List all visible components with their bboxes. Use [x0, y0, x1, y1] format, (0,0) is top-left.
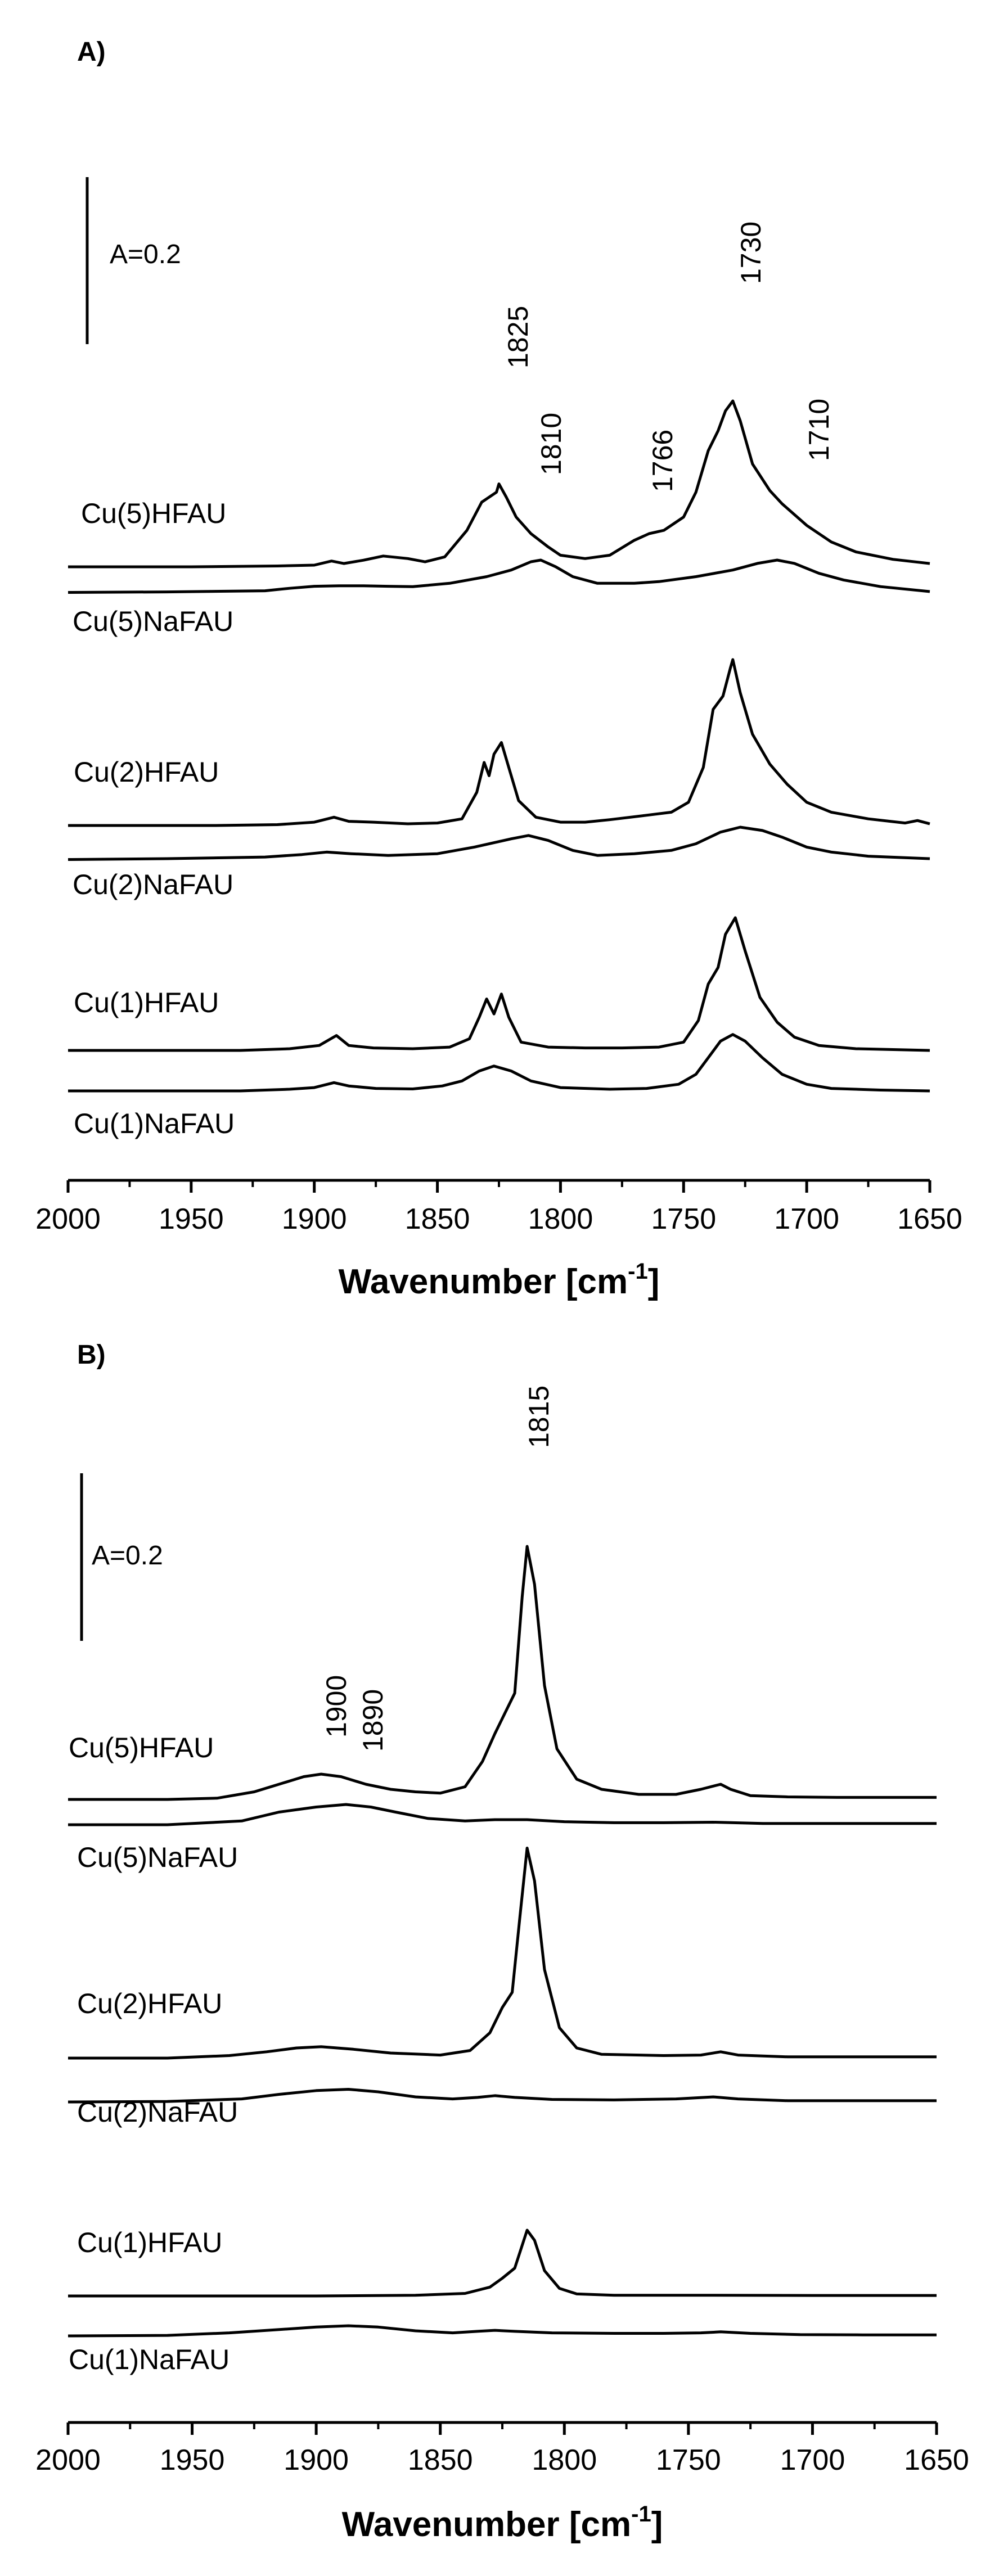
panel-a-curves: [68, 399, 930, 1093]
series-label-cu5-nafau-b: Cu(5)NaFAU: [77, 1842, 238, 1873]
x-tick-label-2000: 2000: [35, 2444, 101, 2476]
x-tick-label-1900: 1900: [284, 2444, 349, 2476]
x-tick-label-1700: 1700: [774, 1203, 839, 1235]
panel-a-x-ticks: 2000 1950 1900 1850 1800 1750 1700 1650: [35, 1180, 962, 1235]
series-label-cu5-hfau-b: Cu(5)HFAU: [69, 1732, 214, 1763]
x-tick-label-1800: 1800: [532, 2444, 597, 2476]
x-tick-label-1950: 1950: [160, 2444, 225, 2476]
panel-a-x-axis-title-sup: -1: [628, 1259, 648, 1284]
panel-a-x-axis-title-main: Wavenumber [cm: [339, 1262, 628, 1301]
panel-b-x-axis-title-main: Wavenumber [cm: [342, 2505, 632, 2544]
x-tick-label-1850: 1850: [405, 1203, 470, 1235]
x-tick-label-1750: 1750: [656, 2444, 721, 2476]
peak-annotation-1815-b: 1815: [523, 1386, 555, 1448]
panel-b-x-ticks: 2000 1950 1900 1850 1800 1750 1700 1650: [35, 2422, 969, 2476]
spectrum-line-cu2nafau-a: [68, 825, 930, 861]
peak-annotation-1810-a: 1810: [536, 413, 567, 475]
series-label-cu2-hfau-a: Cu(2)HFAU: [74, 756, 219, 788]
x-tick-label-1800: 1800: [528, 1203, 593, 1235]
peak-annotation-1890-b: 1890: [357, 1689, 389, 1752]
series-label-cu5-hfau-a: Cu(5)HFAU: [81, 498, 226, 529]
peak-annotation-1766-a: 1766: [647, 430, 678, 492]
series-label-cu1-nafau-a: Cu(1)NaFAU: [74, 1108, 235, 1139]
series-label-cu2-hfau-b: Cu(2)HFAU: [77, 1988, 222, 2019]
peak-annotation-1825-a: 1825: [502, 306, 534, 368]
x-tick-label-1900: 1900: [282, 1203, 347, 1235]
peak-annotation-1900-b: 1900: [321, 1675, 352, 1738]
panel-a-scale-bar-label: A=0.2: [110, 240, 181, 269]
spectrum-line-cu1hfau-a: [68, 916, 930, 1052]
panel-b-scale-bar-label: A=0.2: [92, 1541, 163, 1571]
x-tick-label-1850: 1850: [408, 2444, 473, 2476]
series-label-cu2-nafau-b: Cu(2)NaFAU: [77, 2096, 238, 2128]
series-label-cu1-nafau-b: Cu(1)NaFAU: [69, 2344, 230, 2375]
spectrum-line-cu5nafau-b: [68, 1803, 937, 1826]
x-tick-label-1700: 1700: [780, 2444, 845, 2476]
panel-b-x-axis-title: Wavenumber [cm-1]: [342, 2502, 663, 2544]
series-label-cu1-hfau-b: Cu(1)HFAU: [77, 2227, 222, 2258]
panel-b-x-axis-title-sup: -1: [631, 2502, 651, 2527]
x-tick-label-1950: 1950: [159, 1203, 224, 1235]
panel-a-x-axis-title: Wavenumber [cm-1]: [339, 1259, 660, 1301]
panel-a-label: A): [77, 37, 106, 67]
spectrum-line-cu2hfau-a: [68, 658, 930, 827]
x-tick-label-1650: 1650: [897, 1203, 962, 1235]
x-tick-label-2000: 2000: [35, 1203, 101, 1235]
peak-annotation-1710-a: 1710: [803, 399, 835, 461]
spectrum-line-cu2hfau-b: [68, 1847, 937, 2060]
panel-b: B) A=0.2 Cu(5)HFAU Cu(5)NaFAU Cu(2)HFAU …: [35, 1340, 969, 2544]
spectrum-line-cu2nafau-b: [68, 2088, 937, 2104]
spectrum-line-cu1nafau-a: [68, 1033, 930, 1093]
panel-a-x-axis-title-tail: ]: [648, 1262, 660, 1301]
spectrum-line-cu5nafau-a: [68, 558, 930, 594]
series-label-cu2-nafau-a: Cu(2)NaFAU: [73, 869, 233, 900]
spectrum-line-cu5hfau-b: [68, 1545, 937, 1801]
spectrum-line-cu1nafau-b: [68, 2324, 937, 2338]
panel-b-curves: [68, 1545, 937, 2338]
panel-a: A) A=0.2 Cu(5)HFAU Cu(5)NaFAU Cu(2)HFAU …: [35, 37, 962, 1301]
x-tick-label-1650: 1650: [904, 2444, 969, 2476]
spectrum-line-cu1hfau-b: [68, 2228, 937, 2298]
spectrum-line-cu5hfau-a: [68, 399, 930, 569]
peak-annotation-1730-a: 1730: [735, 222, 767, 284]
x-tick-label-1750: 1750: [651, 1203, 716, 1235]
series-label-cu5-nafau-a: Cu(5)NaFAU: [73, 606, 233, 637]
series-label-cu1-hfau-a: Cu(1)HFAU: [74, 987, 219, 1018]
panel-b-x-axis-title-tail: ]: [651, 2505, 663, 2544]
panel-b-label: B): [77, 1340, 106, 1370]
